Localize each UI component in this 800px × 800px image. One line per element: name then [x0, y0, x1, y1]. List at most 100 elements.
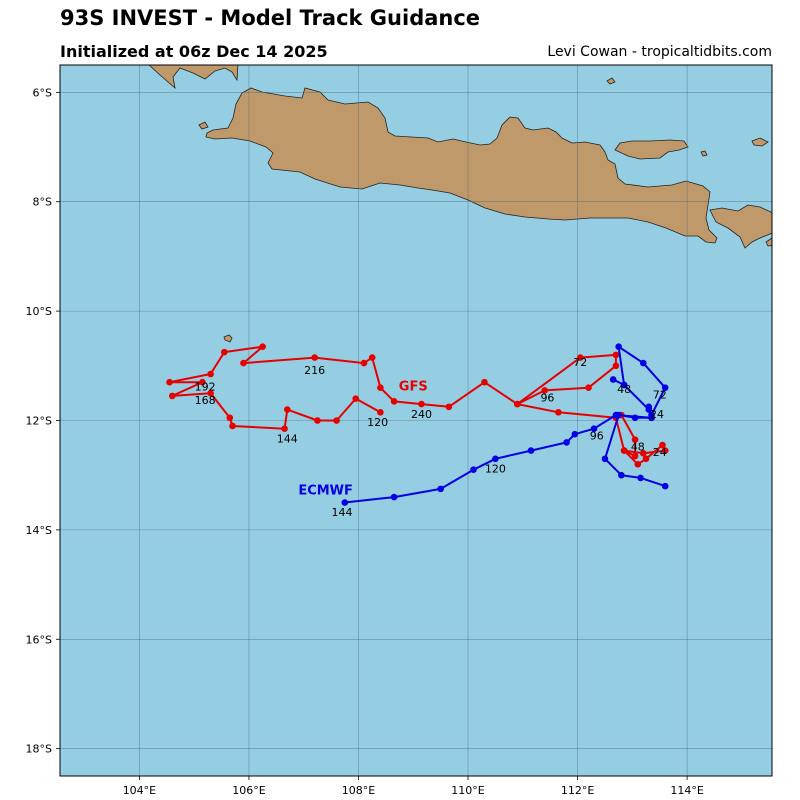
- ecmwf-hour-label: 120: [485, 462, 506, 475]
- ecmwf-model-label: ECMWF: [298, 483, 353, 498]
- lat-tick-label: 6°S: [33, 86, 52, 99]
- ecmwf-track-point: [615, 343, 622, 350]
- gridlines: [60, 65, 772, 776]
- ecmwf-track-point: [527, 447, 535, 454]
- gfs-track-point: [368, 354, 376, 361]
- ecmwf-track-point: [637, 474, 644, 482]
- ecmwf-track-point: [639, 359, 647, 367]
- gfs-track-point: [281, 425, 288, 433]
- gfs-track-point: [481, 378, 488, 386]
- gfs-track-point: [221, 348, 228, 356]
- gfs-hour-label: 168: [195, 394, 216, 407]
- lon-tick-label: 110°E: [451, 784, 484, 797]
- land-islet-d: [198, 121, 209, 130]
- gfs-track-point: [661, 447, 669, 454]
- gfs-track-point: [352, 395, 360, 402]
- ecmwf-track-point: [609, 376, 617, 383]
- ecmwf-track-point: [563, 439, 570, 446]
- gfs-track-point: [514, 400, 521, 408]
- gfs-track-point: [226, 414, 234, 422]
- gfs-track-point: [259, 343, 266, 350]
- gfs-hour-label: 48: [631, 441, 645, 454]
- lon-tick-label: 114°E: [670, 784, 703, 797]
- gfs-track-point: [639, 450, 647, 457]
- land-madura: [614, 139, 689, 160]
- gfs-hour-label: 24: [653, 446, 667, 459]
- gfs-track-point: [199, 378, 206, 386]
- gfs-track-point: [577, 354, 584, 361]
- gfs-track-point: [445, 403, 453, 411]
- credit-text: Levi Cowan - tropicaltidbits.com: [547, 44, 772, 60]
- lon-tick-label: 106°E: [232, 784, 265, 797]
- chart-subtitle: Initialized at 06z Dec 14 2025: [60, 42, 328, 61]
- gfs-track-point: [207, 389, 214, 397]
- plot-frame: [59, 64, 773, 777]
- gfs-track-point: [333, 417, 340, 424]
- ecmwf-hour-label: 96: [590, 430, 604, 443]
- gfs-track-point: [631, 452, 639, 460]
- chart-title: 93S INVEST - Model Track Guidance: [60, 6, 481, 30]
- ecmwf-hour-label: 144: [332, 506, 353, 519]
- gfs-model-label: GFS: [399, 379, 428, 394]
- gfs-track-point: [555, 408, 562, 416]
- gfs-track-point: [620, 447, 628, 454]
- lon-tick-label: 104°E: [123, 784, 156, 797]
- gfs-track-point: [166, 378, 173, 386]
- gfs-track-point: [585, 384, 592, 391]
- land-christmas-island: [223, 334, 233, 343]
- land-java: [205, 87, 718, 244]
- axis-ticks: 104°E 106°E 108°E 110°E 112°E 114°E 6°S 8°S 10°S…: [26, 86, 704, 797]
- land-bali: [709, 204, 772, 249]
- gfs-track-point: [377, 384, 384, 391]
- gfs-hour-label: 240: [411, 408, 432, 421]
- gfs-track-point: [390, 398, 398, 405]
- lon-tick-label: 108°E: [342, 784, 375, 797]
- ecmwf-track-point: [571, 430, 579, 438]
- gfs-track-point: [229, 422, 236, 430]
- gfs-hour-label: 96: [540, 391, 554, 404]
- gfs-track-point: [612, 362, 620, 370]
- gfs-track-point: [418, 400, 425, 408]
- ecmwf-track-point: [492, 455, 499, 463]
- lat-tick-label: 16°S: [26, 633, 52, 646]
- ecmwf-track-point: [618, 471, 625, 479]
- gfs-hour-label: 72: [573, 356, 587, 369]
- lat-tick-label: 14°S: [26, 524, 52, 537]
- lat-tick-label: 12°S: [26, 415, 52, 428]
- gfs-track-point: [612, 351, 620, 359]
- ecmwf-track-point: [601, 455, 609, 463]
- gfs-track-point: [360, 359, 368, 367]
- ecmwf-track-point: [645, 406, 653, 413]
- gfs-track-point: [207, 370, 214, 378]
- gfs-track-point: [240, 359, 247, 367]
- ecmwf-track-point: [470, 466, 477, 474]
- lon-tick-label: 112°E: [561, 784, 594, 797]
- land-islet-a: [751, 137, 769, 147]
- gfs-track-point: [311, 354, 318, 361]
- gfs-track-point: [541, 387, 549, 394]
- ecmwf-track-point: [341, 499, 349, 506]
- gfs-track-point: [642, 455, 650, 463]
- gfs-track-point: [377, 408, 384, 416]
- land-islet-b: [606, 77, 616, 85]
- land-layer: [148, 65, 772, 343]
- lat-tick-label: 18°S: [26, 743, 52, 756]
- gfs-track-point: [631, 436, 639, 443]
- land-islet-c: [700, 150, 708, 157]
- gfs-track-point: [168, 392, 176, 400]
- gfs-track-point: [634, 460, 642, 468]
- gfs-hour-label: 120: [367, 416, 388, 429]
- gfs-hour-label: 192: [195, 380, 216, 393]
- model-tracks: [166, 343, 669, 506]
- lat-tick-label: 10°S: [26, 305, 52, 318]
- ecmwf-hour-label: 24: [650, 408, 664, 421]
- gfs-hour-label: 216: [304, 364, 325, 377]
- gfs-track-point: [283, 406, 291, 413]
- gfs-hour-label: 144: [277, 432, 298, 445]
- lat-tick-label: 8°S: [33, 196, 52, 209]
- ecmwf-track-point: [390, 493, 398, 501]
- land-lombok-edge: [765, 237, 772, 247]
- ecmwf-track-point: [648, 414, 655, 422]
